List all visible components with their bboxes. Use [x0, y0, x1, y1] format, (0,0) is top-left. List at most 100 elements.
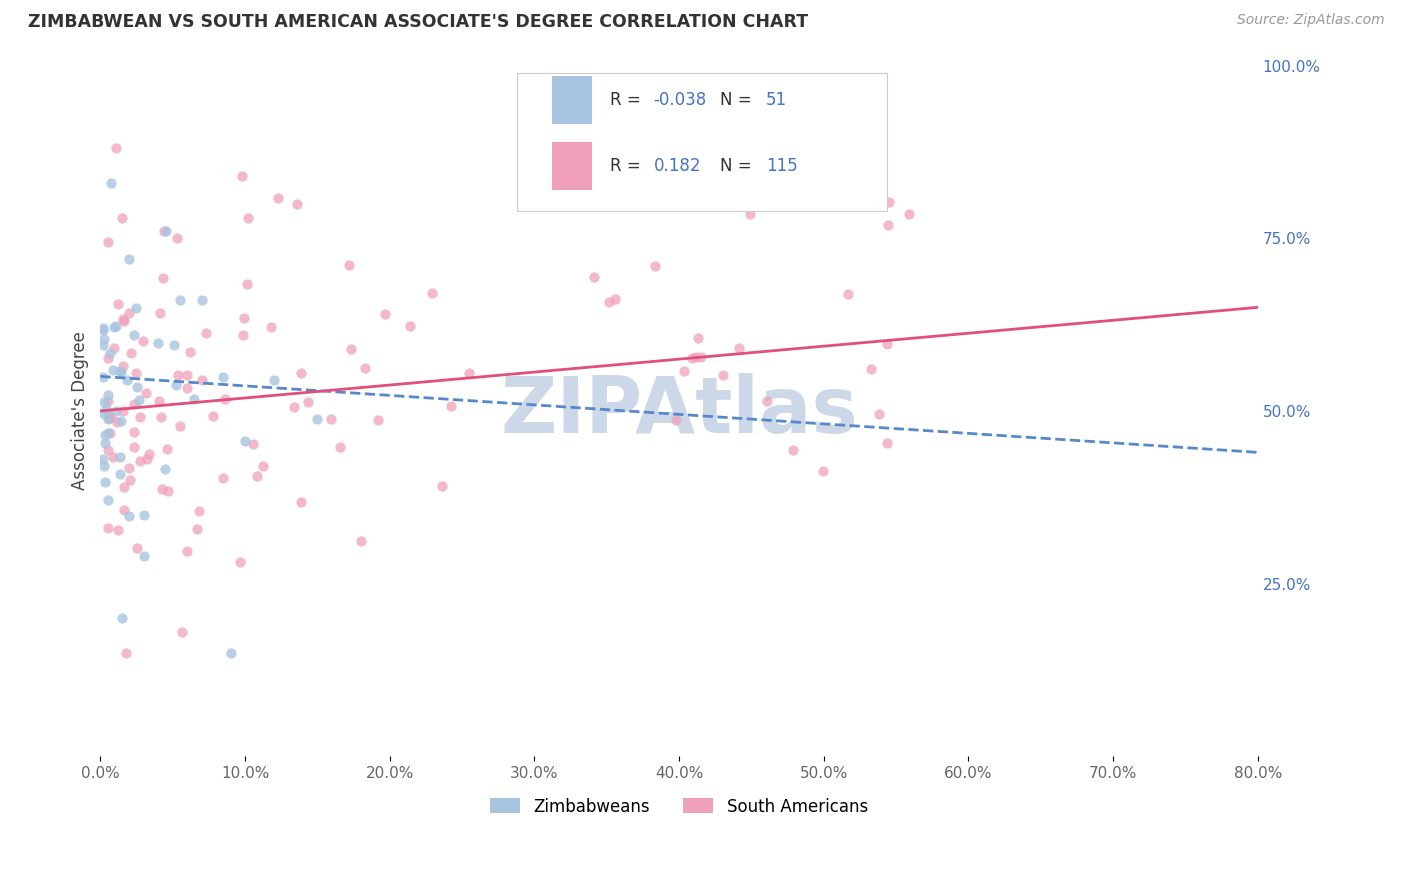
Point [167, 368, 190, 382]
Point [97, 235, 120, 250]
Point [110, 467, 132, 482]
Point [319, 411, 342, 425]
Point [100, 176, 122, 190]
Point [679, 195, 702, 210]
Point [125, 301, 148, 316]
Point [740, 207, 762, 221]
Point [97, 425, 120, 440]
Point [97, 407, 120, 421]
Point [128, 393, 150, 408]
Point [97, 388, 120, 402]
Legend: Zimbabweans, South Americans: Zimbabweans, South Americans [482, 789, 876, 824]
Point [169, 293, 191, 308]
Point [107, 297, 129, 311]
Point [148, 394, 170, 409]
Point [135, 385, 157, 400]
Point [337, 258, 360, 272]
Point [194, 326, 217, 341]
Point [191, 374, 214, 388]
Point [236, 277, 259, 291]
Point [105, 415, 128, 429]
Point [297, 395, 319, 409]
Point [232, 328, 254, 343]
Point [711, 368, 734, 382]
Text: N =: N = [720, 91, 756, 109]
Point [367, 413, 389, 427]
Text: R =: R = [610, 157, 645, 175]
Point [112, 503, 135, 517]
Point [214, 392, 236, 406]
Point [103, 320, 125, 334]
Point [93, 475, 115, 490]
Point [125, 541, 148, 555]
Point [93, 395, 115, 409]
Point [100, 409, 122, 424]
Point [598, 295, 620, 310]
Point [93, 459, 115, 474]
Point [156, 483, 179, 498]
Point [94, 402, 117, 417]
Point [118, 508, 141, 523]
Point [93, 408, 115, 422]
Point [110, 365, 132, 379]
Point [290, 366, 312, 380]
Point [118, 473, 141, 487]
Point [122, 440, 145, 454]
Point [149, 306, 172, 320]
Point [122, 425, 145, 439]
Point [94, 428, 117, 442]
Point [125, 380, 148, 394]
Point [165, 378, 187, 392]
Point [260, 320, 283, 334]
Point [132, 508, 155, 523]
Point [583, 269, 606, 284]
Point [97, 442, 120, 457]
Point [100, 426, 122, 441]
Point [97, 393, 120, 408]
Point [644, 259, 666, 273]
Point [112, 314, 135, 328]
Point [329, 440, 352, 454]
Point [782, 443, 804, 458]
Point [97, 410, 120, 425]
Point [118, 252, 141, 266]
Point [290, 495, 312, 509]
Point [91, 337, 114, 351]
Point [150, 409, 173, 424]
Point [285, 196, 308, 211]
Point [169, 419, 191, 434]
Point [897, 207, 920, 221]
Point [755, 394, 778, 409]
Point [94, 435, 117, 450]
Point [681, 351, 703, 365]
Point [152, 271, 174, 285]
Point [153, 224, 176, 238]
Point [307, 412, 329, 426]
Text: R =: R = [610, 91, 645, 109]
Point [132, 549, 155, 563]
Point [340, 343, 363, 357]
Point [603, 292, 626, 306]
Point [97, 351, 120, 365]
Point [115, 373, 138, 387]
Point [457, 366, 479, 380]
Point [105, 318, 128, 333]
Text: -0.038: -0.038 [654, 91, 707, 109]
Point [122, 327, 145, 342]
Point [232, 310, 254, 325]
Point [176, 381, 198, 395]
Point [125, 366, 148, 380]
Point [876, 218, 898, 232]
Point [122, 397, 145, 411]
Point [148, 336, 170, 351]
Point [283, 400, 305, 414]
Point [212, 369, 235, 384]
Point [187, 504, 209, 518]
Point [179, 345, 201, 359]
Point [132, 334, 155, 348]
Point [111, 611, 134, 625]
Point [876, 336, 898, 351]
Point [138, 447, 160, 461]
Point [176, 368, 198, 382]
Point [238, 211, 260, 225]
